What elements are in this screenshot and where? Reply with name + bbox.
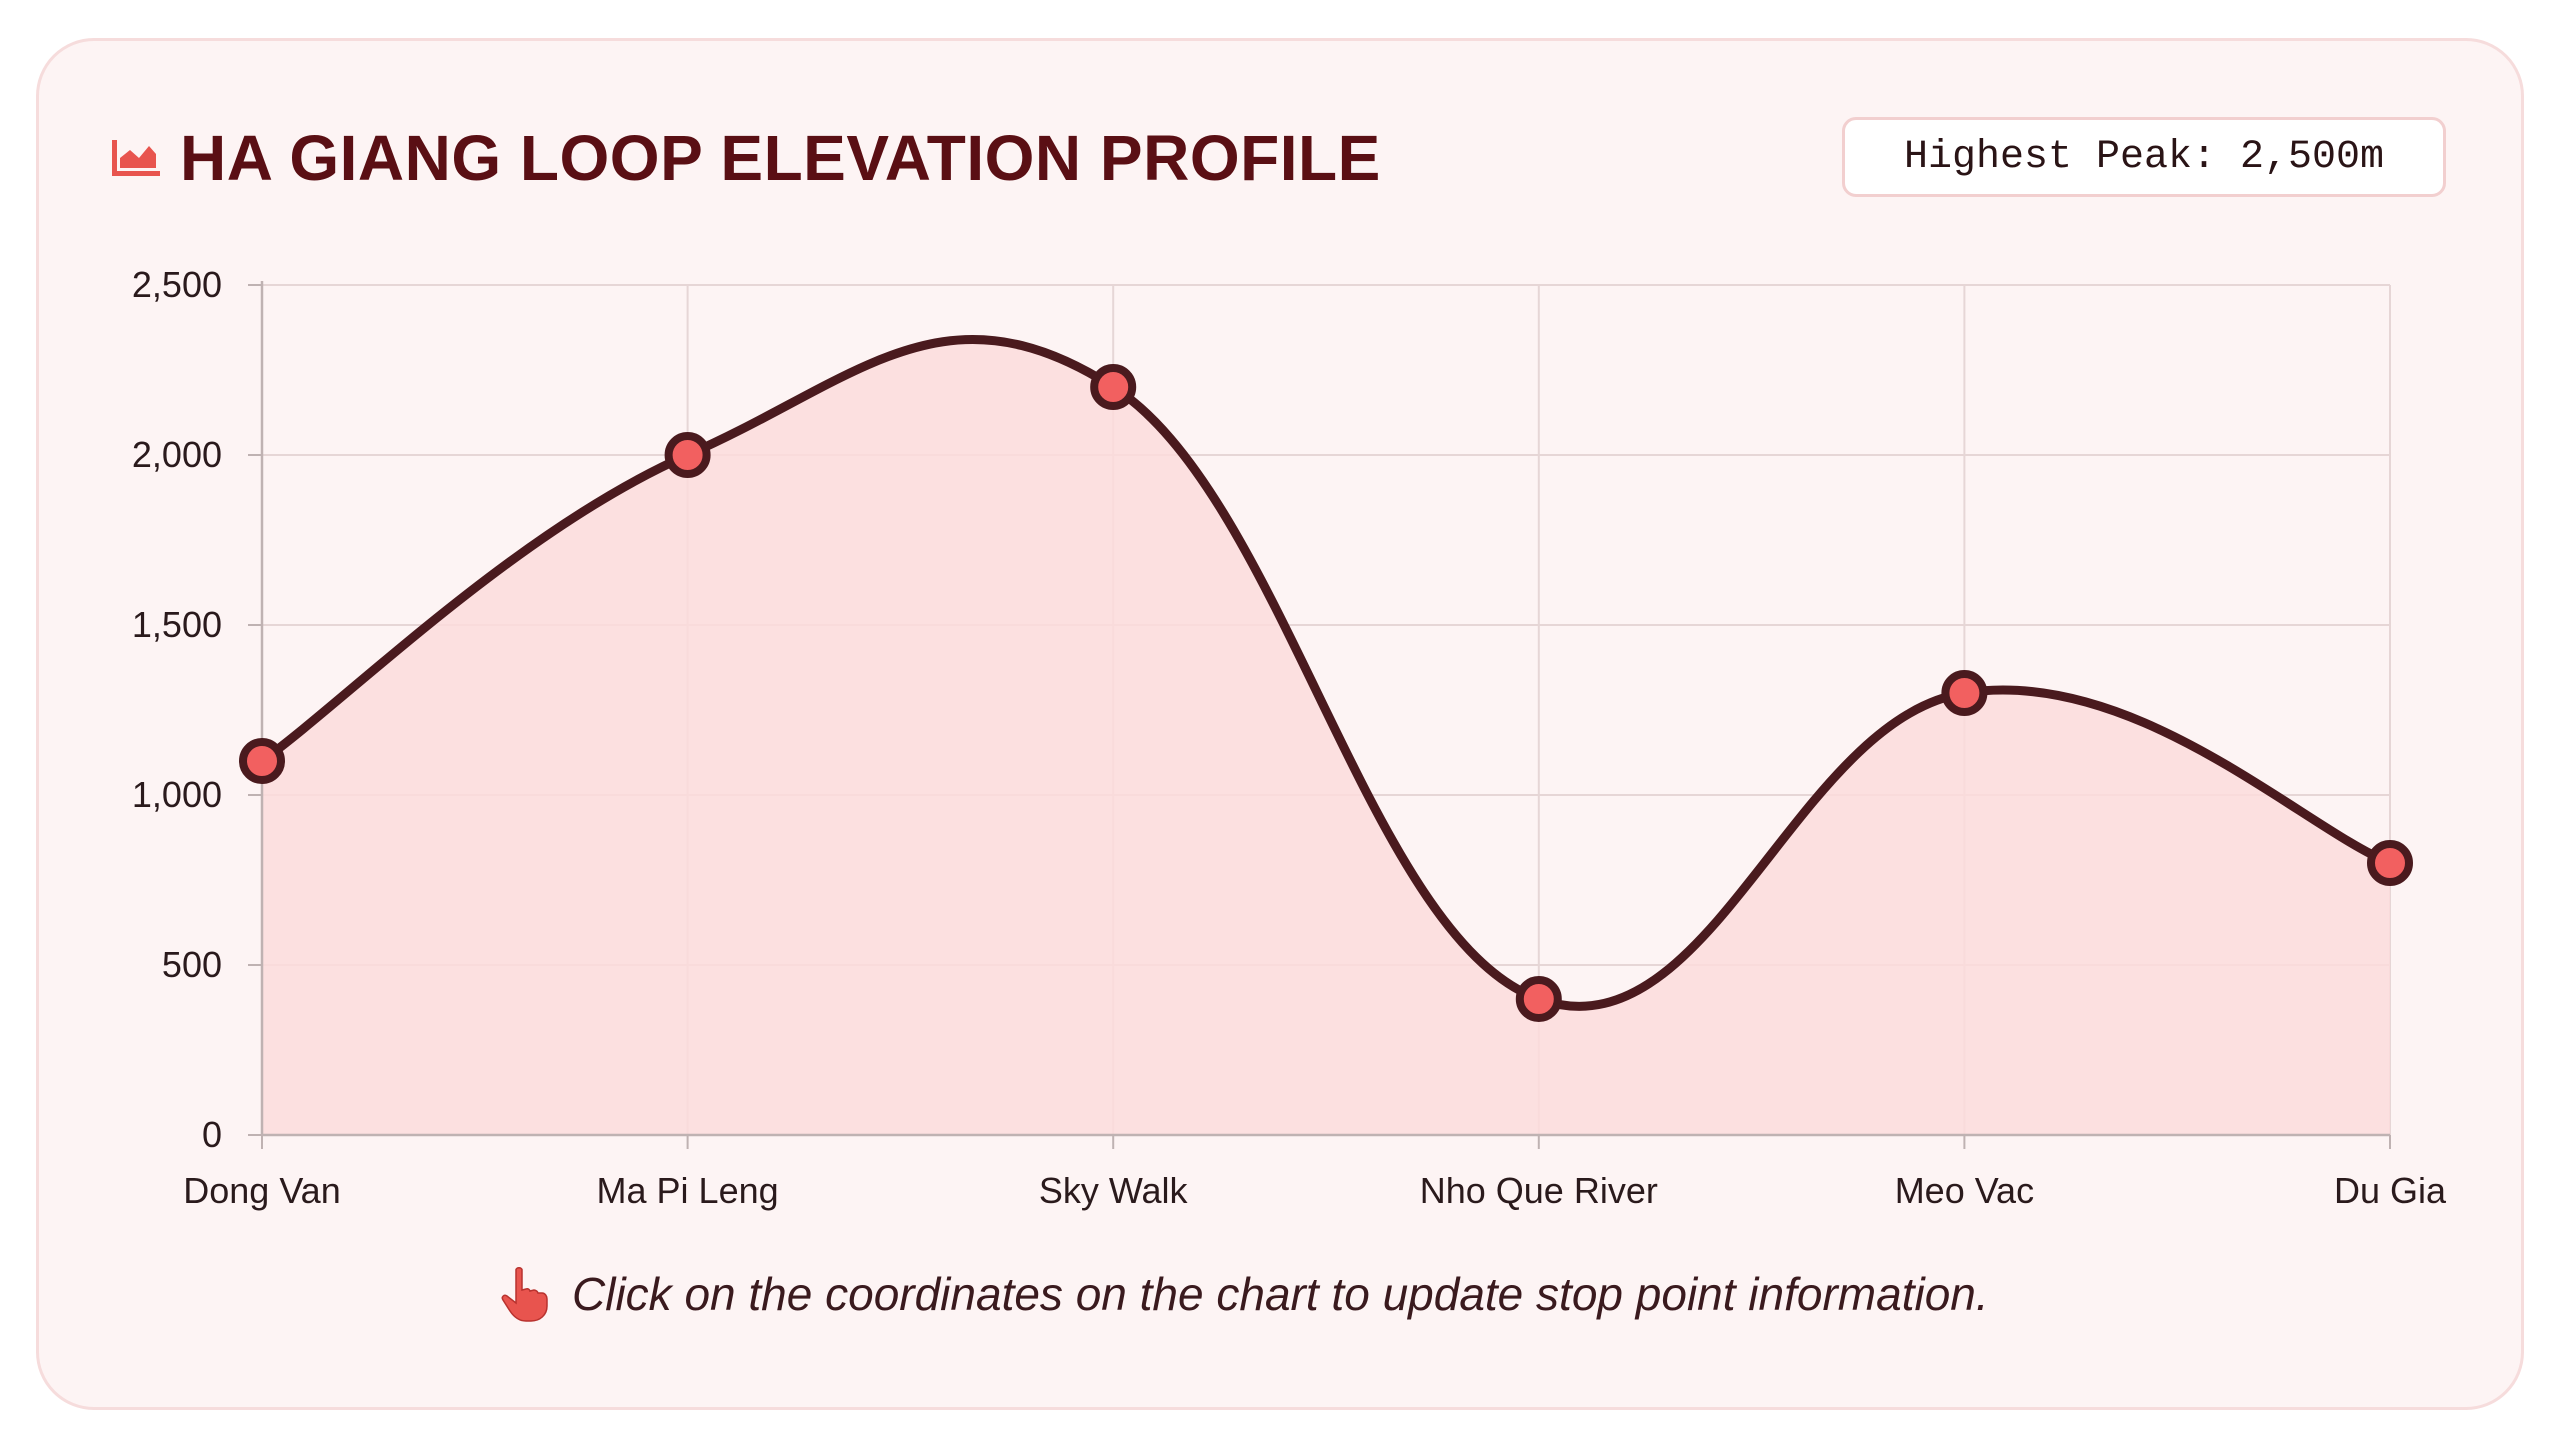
data-point-meo-vac[interactable] — [1941, 670, 1988, 716]
elevation-area — [262, 339, 2390, 1136]
x-tick-label: Meo Vac — [1895, 1170, 2034, 1211]
y-tick-label: 1,000 — [132, 774, 222, 815]
x-tick-label: Du Gia — [2334, 1170, 2447, 1211]
highest-peak-badge: Highest Peak: 2,500m — [1842, 117, 2446, 197]
data-points[interactable] — [239, 364, 2413, 1022]
pointing-hand-icon — [501, 1267, 548, 1322]
data-point-ma-pi-leng[interactable] — [664, 432, 711, 478]
axes — [248, 281, 2391, 1149]
chart-title: HA GIANG LOOP ELEVATION PROFILE — [180, 122, 1381, 194]
x-tick-label: Dong Van — [183, 1170, 340, 1211]
hint-row: Click on the coordinates on the chart to… — [500, 1266, 1989, 1322]
data-point-nho-que-river[interactable] — [1515, 976, 1562, 1022]
data-point-du-gia[interactable] — [2367, 840, 2413, 886]
y-tick-label: 2,000 — [132, 434, 222, 475]
y-tick-label: 1,500 — [132, 604, 222, 645]
x-tick-label: Sky Walk — [1039, 1170, 1189, 1211]
data-point-dong-van[interactable] — [239, 738, 285, 784]
y-tick-label: 500 — [162, 944, 222, 985]
data-point-sky-walk[interactable] — [1090, 364, 1137, 410]
x-tick-label: Nho Que River — [1420, 1170, 1658, 1211]
y-tick-label: 2,500 — [132, 264, 222, 305]
y-tick-label: 0 — [202, 1114, 222, 1155]
area-chart-icon — [112, 140, 160, 176]
elevation-line — [257, 335, 2395, 1011]
hint-text: Click on the coordinates on the chart to… — [572, 1268, 1989, 1320]
tick-labels: 0 500 1,000 1,500 2,000 2,500 Dong Van Ma Pi Le… — [132, 264, 2447, 1211]
x-tick-label: Ma Pi Leng — [597, 1170, 779, 1211]
